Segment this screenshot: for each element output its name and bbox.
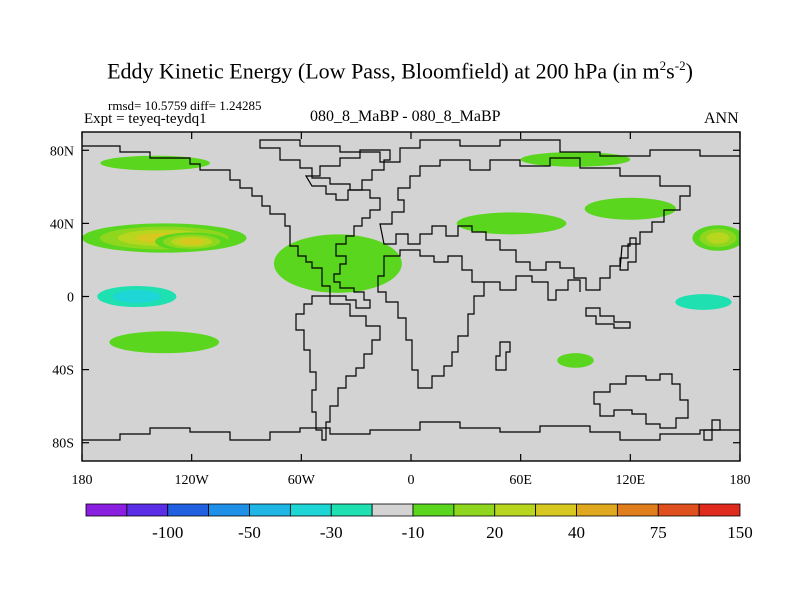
anomaly-contour — [178, 238, 205, 245]
colorbar-swatch — [698, 503, 741, 517]
anomaly-southern-ocean-negative-west — [91, 407, 146, 423]
anomaly-contour — [328, 406, 457, 425]
anomaly-east-asia-positive — [584, 197, 677, 220]
colorbar: -100 -50 -30 -10 20 40 75 150 — [85, 503, 753, 542]
colorbar-swatch — [208, 503, 250, 517]
coastline-europe-asia — [379, 157, 691, 291]
colorbar-swatch — [289, 503, 332, 517]
anomaly-south-pacific-positive — [109, 331, 220, 354]
coastline-indonesia — [585, 307, 631, 329]
coastline-madagascar — [495, 341, 511, 371]
chart-title: Eddy Kinetic Energy (Low Pass, Bloomfiel… — [0, 58, 800, 84]
anomaly-contour — [343, 342, 388, 361]
anomaly-contour — [520, 152, 631, 167]
anomaly-contour — [91, 407, 146, 423]
colorbar-swatch — [249, 503, 291, 517]
x-tick-label: 120E — [616, 473, 646, 488]
y-tick-label: 0 — [67, 291, 74, 306]
coastline-south-america — [295, 295, 381, 441]
anomaly-asia-jet-positive — [456, 212, 567, 235]
anomaly-north-pacific-jet-core — [155, 232, 229, 251]
anomaly-tropical-pacific-negative — [82, 281, 192, 312]
colorbar-label: -10 — [402, 523, 425, 542]
y-tick-label: 40N — [50, 217, 74, 232]
x-tick-label: 60E — [509, 473, 532, 488]
colorbar-label: -50 — [238, 523, 261, 542]
colorbar-swatch — [126, 503, 169, 517]
colorbar-swatch — [616, 503, 659, 517]
anomaly-contour — [706, 232, 730, 244]
coastlines — [82, 139, 740, 441]
title-unit: s — [666, 58, 675, 84]
coastline-arabia-india — [484, 275, 581, 301]
x-tick-label: 180 — [72, 473, 93, 488]
stats-label: rmsd= 10.5759 diff= 1.24285 — [108, 98, 262, 113]
y-tick-label: 80S — [52, 437, 74, 452]
coastline-antarctica — [82, 421, 740, 441]
axes: 180 120W 60W 0 60E 120E 180 80N 40N 0 40S 80S — [50, 132, 751, 488]
colorbar-label: 40 — [568, 523, 585, 542]
coastline-japan — [619, 237, 637, 271]
coastline-australia — [593, 373, 689, 429]
anomaly-southern-ocean-negative — [328, 406, 457, 425]
colorbar-swatch — [371, 503, 414, 517]
anomaly-contour — [456, 212, 567, 235]
coastline-africa — [377, 249, 485, 389]
anomaly-south-atlantic-negative — [343, 342, 388, 361]
title-superscript-1: 2 — [659, 58, 667, 73]
season-label: ANN — [704, 110, 739, 127]
center-label: 080_8_MaBP - 080_8_MaBP — [310, 108, 501, 125]
anomaly-contour — [273, 234, 402, 293]
anomaly-contour — [584, 197, 677, 220]
experiment-label: Expt = teyeq-teydq1 — [84, 111, 207, 127]
colorbar-label: 20 — [486, 523, 503, 542]
colorbar-label: 75 — [650, 523, 667, 542]
colorbar-swatch — [657, 503, 700, 517]
title-superscript-2: -2 — [674, 58, 686, 73]
x-tick-label: 180 — [730, 473, 751, 488]
colorbar-label: 150 — [727, 523, 753, 542]
anomaly-arctic-positive-west — [100, 155, 210, 171]
x-tick-label: 0 — [408, 473, 415, 488]
map-area — [82, 132, 740, 461]
y-tick-label: 80N — [50, 144, 74, 159]
colorbar-swatch — [330, 503, 373, 517]
coastline-greenland — [304, 149, 391, 201]
colorbar-swatch — [167, 503, 210, 517]
anomaly-contour — [100, 155, 210, 171]
anomaly-contour — [675, 294, 732, 310]
colorbar-swatch — [85, 503, 128, 517]
colorbar-label: -100 — [152, 523, 183, 542]
anomaly-contour — [557, 353, 594, 368]
coastline-north-america — [82, 139, 740, 309]
colorbar-swatch — [494, 503, 537, 517]
anomaly-tropical-east-pacific-negative — [657, 289, 740, 315]
anomaly-atlantic-positive — [273, 234, 402, 293]
colorbar-swatch — [453, 503, 496, 517]
title-end: ) — [685, 58, 693, 84]
y-tick-label: 40S — [52, 364, 74, 379]
anomaly-contour — [112, 290, 162, 303]
map-background — [82, 132, 740, 461]
x-tick-label: 60W — [288, 473, 316, 488]
anomaly-west-pacific-jet-positive — [692, 225, 740, 251]
anomaly-indian-ocean-positive — [557, 353, 594, 368]
colorbar-label: -30 — [320, 523, 343, 542]
colorbar-swatch — [535, 503, 577, 517]
colorbar-swatch — [412, 503, 455, 517]
anomaly-arctic-positive-east — [520, 152, 631, 167]
title-main: Eddy Kinetic Energy (Low Pass, Bloomfiel… — [107, 58, 660, 84]
colorbar-swatch — [576, 503, 618, 517]
x-tick-label: 120W — [175, 473, 210, 488]
anomaly-contour — [109, 331, 220, 354]
